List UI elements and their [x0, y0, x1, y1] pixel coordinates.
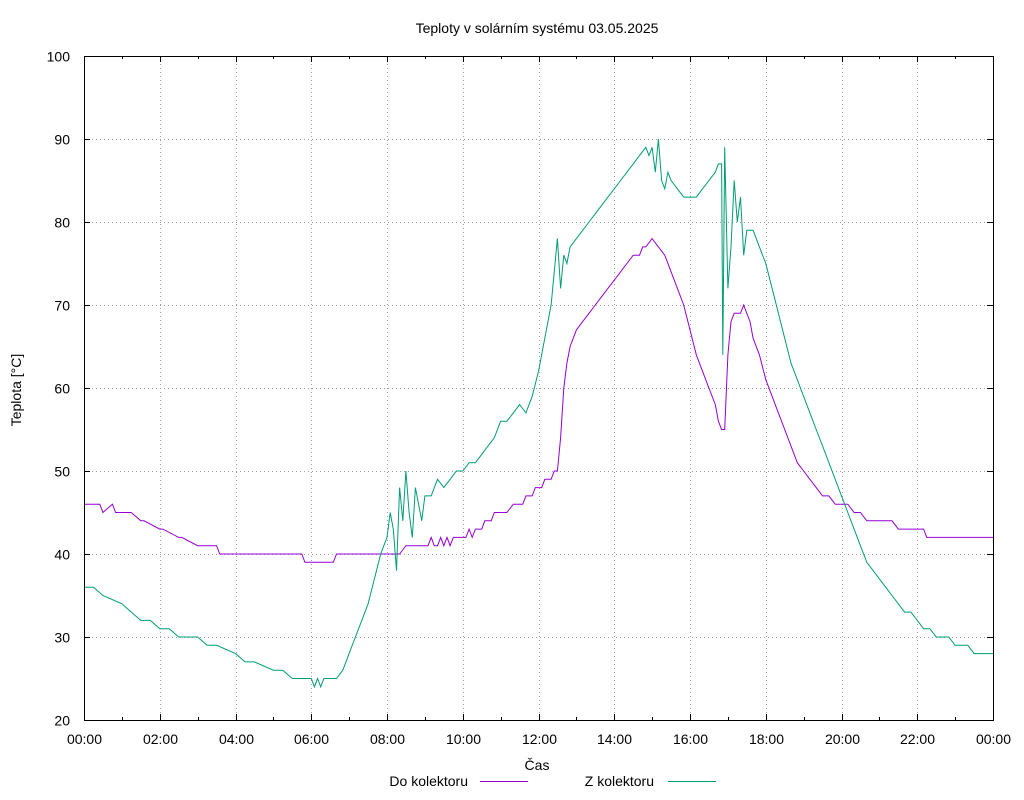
y-tick-label: 100 [47, 49, 71, 65]
y-axis-ticks: 20 30 40 50 60 70 80 90 100 [47, 49, 993, 729]
legend-label: Do kolektoru [389, 773, 468, 789]
x-tick-label: 12:00 [522, 731, 557, 747]
x-tick-label: 04:00 [219, 731, 254, 747]
legend-label: Z kolektoru [585, 773, 654, 789]
x-tick-label: 20:00 [825, 731, 860, 747]
x-tick-label: 22:00 [900, 731, 935, 747]
series-lines [84, 138, 993, 689]
x-axis-ticks: 00:00 02:00 04:00 06:00 08:00 10:00 12:00 14:00… [67, 56, 1011, 747]
y-tick-label: 70 [54, 298, 70, 314]
legend: Do kolektoru Z kolektoru [389, 773, 716, 789]
x-tick-label: 06:00 [294, 731, 329, 747]
y-tick-label: 50 [54, 464, 70, 480]
x-tick-label: 16:00 [673, 731, 708, 747]
x-tick-label: 08:00 [370, 731, 405, 747]
plot-frame [84, 56, 994, 721]
grid [84, 56, 993, 720]
x-axis-label: Čas [525, 757, 550, 773]
series-line-1 [84, 237, 993, 563]
x-tick-label: 00:00 [67, 731, 102, 747]
x-tick-label: 18:00 [749, 731, 784, 747]
y-tick-label: 90 [54, 132, 70, 148]
y-tick-label: 60 [54, 381, 70, 397]
y-axis-label: Teplota [°C] [8, 354, 24, 427]
x-tick-label: 00:00 [976, 731, 1011, 747]
x-tick-label: 10:00 [446, 731, 481, 747]
y-tick-label: 20 [54, 713, 70, 729]
series-line-2 [84, 138, 993, 689]
chart-title: Teploty v solárním systému 03.05.2025 [416, 20, 659, 36]
y-tick-label: 80 [54, 215, 70, 231]
y-tick-label: 40 [54, 547, 70, 563]
x-tick-label: 02:00 [143, 731, 178, 747]
x-tick-label: 14:00 [597, 731, 632, 747]
y-tick-label: 30 [54, 630, 70, 646]
